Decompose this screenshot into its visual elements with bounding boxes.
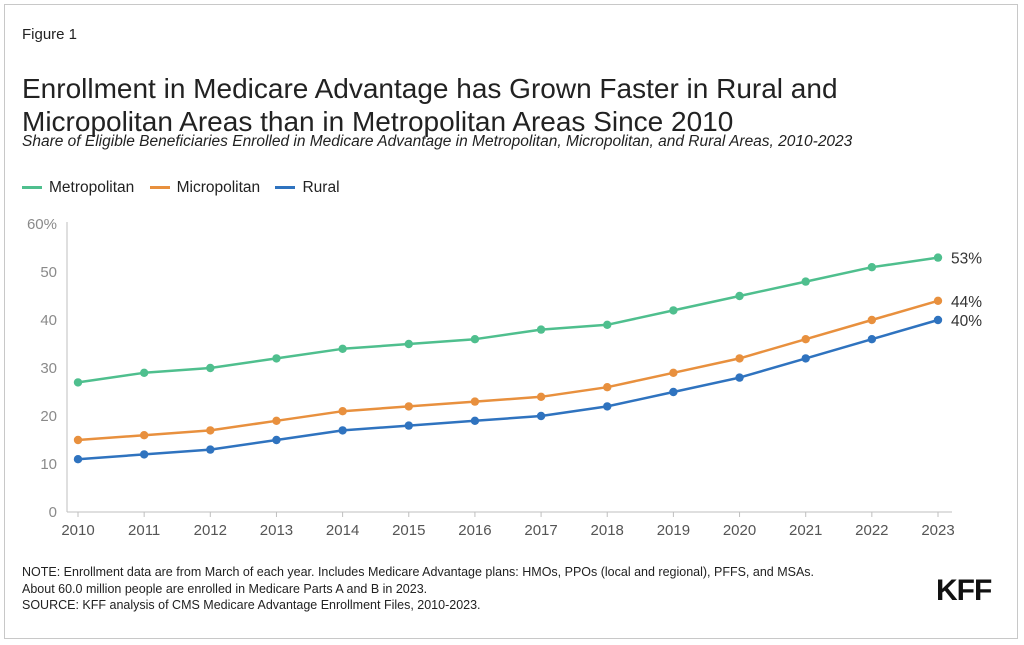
data-point-micropolitan (206, 426, 215, 435)
end-label-rural: 40% (951, 313, 982, 330)
y-tick-label: 50 (40, 264, 57, 281)
data-point-rural (735, 373, 744, 382)
data-point-metropolitan (272, 354, 281, 363)
y-tick-label: 30 (40, 360, 57, 377)
x-tick-label: 2014 (326, 522, 359, 539)
data-point-micropolitan (801, 335, 810, 344)
x-tick-label: 2016 (458, 522, 491, 539)
legend-item-rural: Rural (275, 178, 340, 197)
data-point-metropolitan (206, 363, 215, 373)
data-point-rural (272, 435, 281, 445)
data-point-rural (867, 335, 877, 344)
data-point-metropolitan (603, 320, 612, 329)
data-point-metropolitan (867, 263, 877, 272)
end-label-micropolitan: 44% (951, 294, 982, 311)
data-point-metropolitan (735, 291, 744, 301)
legend-swatch-rural (275, 186, 296, 189)
x-tick-label: 2020 (723, 522, 756, 539)
data-point-rural (73, 455, 83, 464)
kff-logo: KFF (936, 574, 992, 607)
x-tick-label: 2012 (194, 522, 227, 539)
series-line-micropolitan (77, 299, 939, 442)
data-point-rural (933, 315, 943, 325)
x-tick-label: 2019 (657, 522, 690, 539)
figure-frame (4, 4, 1018, 639)
data-point-metropolitan (404, 339, 413, 349)
data-point-micropolitan (404, 402, 413, 411)
x-tick-label: 2015 (392, 522, 425, 539)
legend-item-micropolitan: Micropolitan (149, 178, 261, 197)
data-point-micropolitan (536, 392, 546, 401)
data-point-metropolitan (73, 378, 83, 387)
data-point-micropolitan (73, 435, 83, 445)
x-tick-label: 2022 (855, 522, 888, 539)
data-point-rural (338, 426, 347, 435)
x-tick-label: 2017 (524, 522, 557, 539)
data-point-metropolitan (536, 325, 546, 334)
data-point-rural (470, 416, 480, 425)
data-point-metropolitan (139, 368, 149, 377)
series-line-metropolitan (77, 256, 939, 384)
legend-label-micropolitan: Micropolitan (176, 178, 261, 196)
y-tick-label: 60% (27, 216, 57, 233)
legend-label-metropolitan: Metropolitan (49, 178, 135, 196)
y-tick-label: 0 (49, 504, 57, 521)
source-line: SOURCE: KFF analysis of CMS Medicare Adv… (22, 598, 481, 612)
legend-swatch-micropolitan (149, 186, 170, 189)
data-point-micropolitan (933, 296, 943, 305)
note-line-1: NOTE: Enrollment data are from March of … (22, 565, 815, 579)
x-tick-label: 2013 (260, 522, 293, 539)
data-point-rural (404, 421, 413, 430)
figure-label: Figure 1 (22, 26, 78, 43)
legend-label-rural: Rural (302, 178, 340, 196)
chart-notes: NOTE: Enrollment data are from March of … (22, 564, 922, 614)
x-tick-label: 2021 (789, 522, 822, 539)
y-tick-label: 20 (40, 408, 57, 425)
data-point-rural (139, 450, 149, 459)
chart-subtitle: Share of Eligible Beneficiaries Enrolled… (22, 133, 853, 150)
data-point-rural (801, 354, 810, 363)
y-tick-label: 10 (40, 456, 57, 473)
data-point-micropolitan (338, 407, 347, 416)
data-point-micropolitan (139, 431, 149, 440)
data-point-micropolitan (272, 416, 281, 425)
note-line-2: About 60.0 million people are enrolled i… (22, 581, 428, 596)
data-point-rural (536, 411, 546, 421)
data-point-metropolitan (470, 335, 480, 344)
data-point-metropolitan (933, 253, 943, 262)
y-tick-label: 40 (40, 312, 57, 329)
data-point-rural (669, 387, 678, 397)
data-point-metropolitan (669, 306, 678, 315)
series-line-rural (77, 318, 939, 461)
data-point-micropolitan (603, 383, 612, 392)
x-tick-label: 2011 (128, 522, 160, 539)
legend-swatch-metropolitan (22, 186, 42, 189)
data-point-micropolitan (867, 315, 877, 325)
data-point-metropolitan (801, 277, 810, 286)
x-tick-label: 2023 (921, 522, 954, 539)
data-point-micropolitan (669, 368, 678, 377)
legend-item-metropolitan: Metropolitan (22, 179, 134, 197)
data-point-micropolitan (735, 354, 744, 363)
x-tick-label: 2018 (591, 522, 624, 539)
x-tick-label: 2010 (61, 522, 94, 539)
data-point-metropolitan (338, 344, 347, 353)
data-point-rural (603, 402, 612, 411)
line-chart: 0 10 20 30 40 50 60% 2010 2011 2012 2013 2014 2015 20… (27, 216, 982, 539)
data-point-micropolitan (470, 397, 480, 406)
end-label-metropolitan: 53% (951, 251, 982, 268)
data-point-rural (206, 445, 215, 454)
chart-legend: Metropolitan Micropolitan Rural (22, 176, 351, 196)
chart-title: Enrollment in Medicare Advantage has Gro… (22, 72, 838, 137)
